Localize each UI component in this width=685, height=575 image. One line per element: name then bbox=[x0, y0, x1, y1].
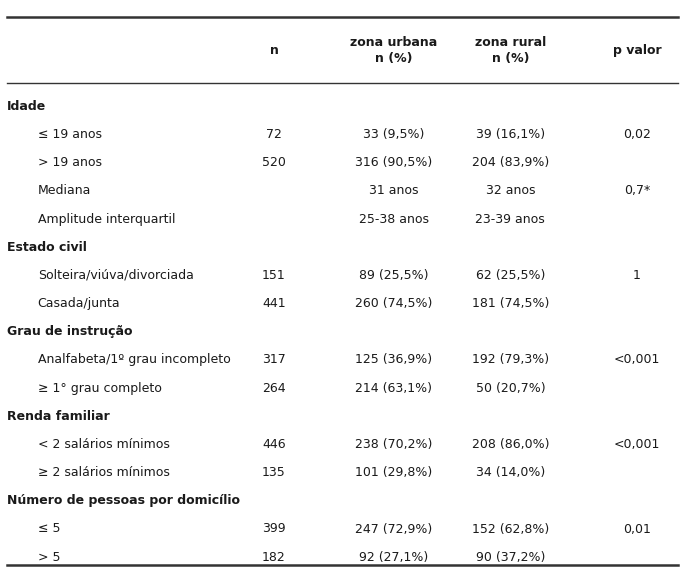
Text: 92 (27,1%): 92 (27,1%) bbox=[359, 551, 429, 564]
Text: 238 (70,2%): 238 (70,2%) bbox=[356, 438, 432, 451]
Text: Renda familiar: Renda familiar bbox=[7, 410, 110, 423]
Text: Mediana: Mediana bbox=[38, 185, 91, 197]
Text: 50 (20,7%): 50 (20,7%) bbox=[475, 382, 545, 394]
Text: Número de pessoas por domicílio: Número de pessoas por domicílio bbox=[7, 494, 240, 507]
Text: 72: 72 bbox=[266, 128, 282, 141]
Text: 0,02: 0,02 bbox=[623, 128, 651, 141]
Text: < 2 salários mínimos: < 2 salários mínimos bbox=[38, 438, 170, 451]
Text: Idade: Idade bbox=[7, 100, 46, 113]
Text: Casada/junta: Casada/junta bbox=[38, 297, 121, 310]
Text: ≤ 5: ≤ 5 bbox=[38, 523, 60, 535]
Text: 182: 182 bbox=[262, 551, 286, 564]
Text: 214 (63,1%): 214 (63,1%) bbox=[356, 382, 432, 394]
Text: 204 (83,9%): 204 (83,9%) bbox=[472, 156, 549, 169]
Text: Grau de instrução: Grau de instrução bbox=[7, 325, 132, 338]
Text: 151: 151 bbox=[262, 269, 286, 282]
Text: ≥ 1° grau completo: ≥ 1° grau completo bbox=[38, 382, 162, 394]
Text: 446: 446 bbox=[262, 438, 286, 451]
Text: Solteira/viúva/divorciada: Solteira/viúva/divorciada bbox=[38, 269, 194, 282]
Text: 31 anos: 31 anos bbox=[369, 185, 419, 197]
Text: n: n bbox=[270, 44, 278, 57]
Text: p valor: p valor bbox=[613, 44, 661, 57]
Text: 62 (25,5%): 62 (25,5%) bbox=[475, 269, 545, 282]
Text: 0,7*: 0,7* bbox=[624, 185, 650, 197]
Text: 32 anos: 32 anos bbox=[486, 185, 535, 197]
Text: 25-38 anos: 25-38 anos bbox=[359, 213, 429, 225]
Text: 39 (16,1%): 39 (16,1%) bbox=[476, 128, 545, 141]
Text: ≥ 2 salários mínimos: ≥ 2 salários mínimos bbox=[38, 466, 170, 479]
Text: 33 (9,5%): 33 (9,5%) bbox=[363, 128, 425, 141]
Text: Estado civil: Estado civil bbox=[7, 241, 87, 254]
Text: 34 (14,0%): 34 (14,0%) bbox=[475, 466, 545, 479]
Text: 317: 317 bbox=[262, 354, 286, 366]
Text: 89 (25,5%): 89 (25,5%) bbox=[359, 269, 429, 282]
Text: Amplitude interquartil: Amplitude interquartil bbox=[38, 213, 175, 225]
Text: 441: 441 bbox=[262, 297, 286, 310]
Text: zona urbana
n (%): zona urbana n (%) bbox=[350, 36, 438, 65]
Text: 208 (86,0%): 208 (86,0%) bbox=[471, 438, 549, 451]
Text: <0,001: <0,001 bbox=[614, 354, 660, 366]
Text: > 19 anos: > 19 anos bbox=[38, 156, 101, 169]
Text: 399: 399 bbox=[262, 523, 286, 535]
Text: 23-39 anos: 23-39 anos bbox=[475, 213, 545, 225]
Text: 316 (90,5%): 316 (90,5%) bbox=[356, 156, 432, 169]
Text: > 5: > 5 bbox=[38, 551, 60, 564]
Text: 101 (29,8%): 101 (29,8%) bbox=[356, 466, 432, 479]
Text: 260 (74,5%): 260 (74,5%) bbox=[356, 297, 432, 310]
Text: zona rural
n (%): zona rural n (%) bbox=[475, 36, 546, 65]
Text: 90 (37,2%): 90 (37,2%) bbox=[475, 551, 545, 564]
Text: 192 (79,3%): 192 (79,3%) bbox=[472, 354, 549, 366]
Text: 125 (36,9%): 125 (36,9%) bbox=[356, 354, 432, 366]
Text: <0,001: <0,001 bbox=[614, 438, 660, 451]
Text: 135: 135 bbox=[262, 466, 286, 479]
Text: 1: 1 bbox=[633, 269, 641, 282]
Text: 0,01: 0,01 bbox=[623, 523, 651, 535]
Text: 264: 264 bbox=[262, 382, 286, 394]
Text: Analfabeta/1º grau incompleto: Analfabeta/1º grau incompleto bbox=[38, 354, 230, 366]
Text: 181 (74,5%): 181 (74,5%) bbox=[472, 297, 549, 310]
Text: 152 (62,8%): 152 (62,8%) bbox=[472, 523, 549, 535]
Text: 520: 520 bbox=[262, 156, 286, 169]
Text: ≤ 19 anos: ≤ 19 anos bbox=[38, 128, 101, 141]
Text: 247 (72,9%): 247 (72,9%) bbox=[356, 523, 432, 535]
